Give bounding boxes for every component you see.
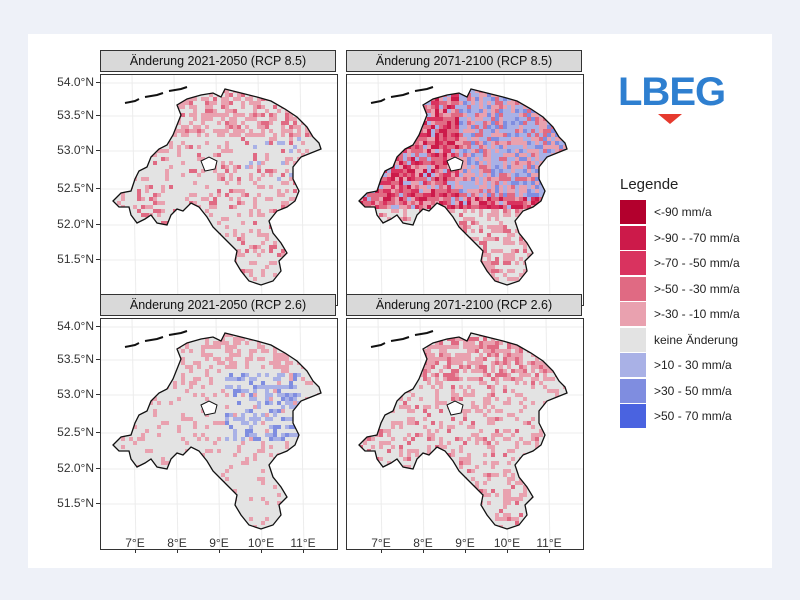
- lon-tick-label: 9°E: [209, 536, 229, 550]
- lat-tick-label: 51.5°N: [57, 496, 94, 510]
- lon-tick-label: 8°E: [413, 536, 433, 550]
- lon-tick: [135, 549, 136, 553]
- state-border: [358, 88, 568, 286]
- lon-tick-label: 10°E: [493, 536, 521, 550]
- state-border: [112, 88, 322, 286]
- map-panel: [100, 74, 338, 306]
- lon-tick-label: 10°E: [247, 536, 275, 550]
- legend-label: >-50 - -30 mm/a: [654, 281, 740, 296]
- legend-swatch: [620, 251, 646, 275]
- lon-tick: [219, 549, 220, 553]
- lat-tick: [96, 432, 100, 433]
- logo-text: LBEG: [618, 70, 726, 114]
- legend-label: >-30 - -10 mm/a: [654, 307, 740, 321]
- legend-swatch: [620, 200, 646, 224]
- legend-label: >50 - 70 mm/a: [654, 409, 732, 423]
- legend-swatch: [620, 225, 646, 250]
- lat-tick-label: 52.0°N: [57, 461, 94, 475]
- lat-tick: [96, 188, 100, 189]
- state-border: [358, 332, 568, 530]
- lat-tick: [96, 503, 100, 504]
- lon-tick: [507, 549, 508, 553]
- legend-label: keine Änderung: [654, 332, 739, 347]
- lat-tick-label: 53.0°N: [57, 143, 94, 157]
- lat-tick: [96, 359, 100, 360]
- legend-label: <-90 mm/a: [654, 205, 712, 219]
- lat-tick: [96, 394, 100, 395]
- legend-label: >-90 - -70 mm/a: [654, 230, 740, 245]
- map-canvas: [347, 75, 583, 305]
- legend-label: >30 - 50 mm/a: [654, 383, 732, 398]
- legend-swatch: [620, 276, 646, 301]
- lon-tick: [303, 549, 304, 553]
- panel-title: Änderung 2021-2050 (RCP 8.5): [100, 50, 336, 72]
- lat-tick: [96, 82, 100, 83]
- lat-tick-label: 53.5°N: [57, 352, 94, 366]
- logo-arrow-icon: [658, 114, 682, 124]
- lat-tick: [96, 150, 100, 151]
- lat-tick-label: 52.5°N: [57, 181, 94, 195]
- legend-swatch: [620, 327, 646, 352]
- lat-tick-label: 53.5°N: [57, 108, 94, 122]
- lat-tick: [96, 468, 100, 469]
- lon-tick-label: 7°E: [125, 536, 145, 550]
- lon-tick: [261, 549, 262, 553]
- map-panel: [100, 318, 338, 550]
- legend-title: Legende: [620, 176, 679, 193]
- panel-title: Änderung 2071-2100 (RCP 8.5): [346, 50, 582, 72]
- lat-tick-label: 54.0°N: [57, 75, 94, 89]
- state-border: [112, 332, 322, 530]
- lat-tick: [96, 326, 100, 327]
- map-panel: [346, 74, 584, 306]
- legend-label: >10 - 30 mm/a: [654, 358, 732, 372]
- legend-label: >-70 - -50 mm/a: [654, 256, 740, 270]
- map-panel: [346, 318, 584, 550]
- lat-tick-label: 52.0°N: [57, 217, 94, 231]
- lat-tick-label: 53.0°N: [57, 387, 94, 401]
- lat-tick: [96, 224, 100, 225]
- lon-tick: [381, 549, 382, 553]
- lon-tick: [465, 549, 466, 553]
- lat-tick-label: 54.0°N: [57, 319, 94, 333]
- legend-swatch: [620, 404, 646, 428]
- lat-tick-label: 51.5°N: [57, 252, 94, 266]
- lon-tick-label: 11°E: [536, 536, 562, 550]
- lon-tick: [549, 549, 550, 553]
- map-canvas: [347, 319, 583, 549]
- lon-tick-label: 11°E: [290, 536, 316, 550]
- lat-tick: [96, 115, 100, 116]
- legend-swatch: [620, 353, 646, 377]
- panel-title: Änderung 2071-2100 (RCP 2.6): [346, 294, 582, 316]
- map-canvas: [101, 319, 337, 549]
- lon-tick-label: 7°E: [371, 536, 391, 550]
- lon-tick-label: 8°E: [167, 536, 187, 550]
- lon-tick: [423, 549, 424, 553]
- legend-swatch: [620, 302, 646, 326]
- lon-tick-label: 9°E: [455, 536, 475, 550]
- lon-tick: [177, 549, 178, 553]
- map-canvas: [101, 75, 337, 305]
- lbeg-logo: LBEG: [618, 70, 726, 126]
- lat-tick: [96, 259, 100, 260]
- legend-swatch: [620, 378, 646, 403]
- panel-title: Änderung 2021-2050 (RCP 2.6): [100, 294, 336, 316]
- lat-tick-label: 52.5°N: [57, 425, 94, 439]
